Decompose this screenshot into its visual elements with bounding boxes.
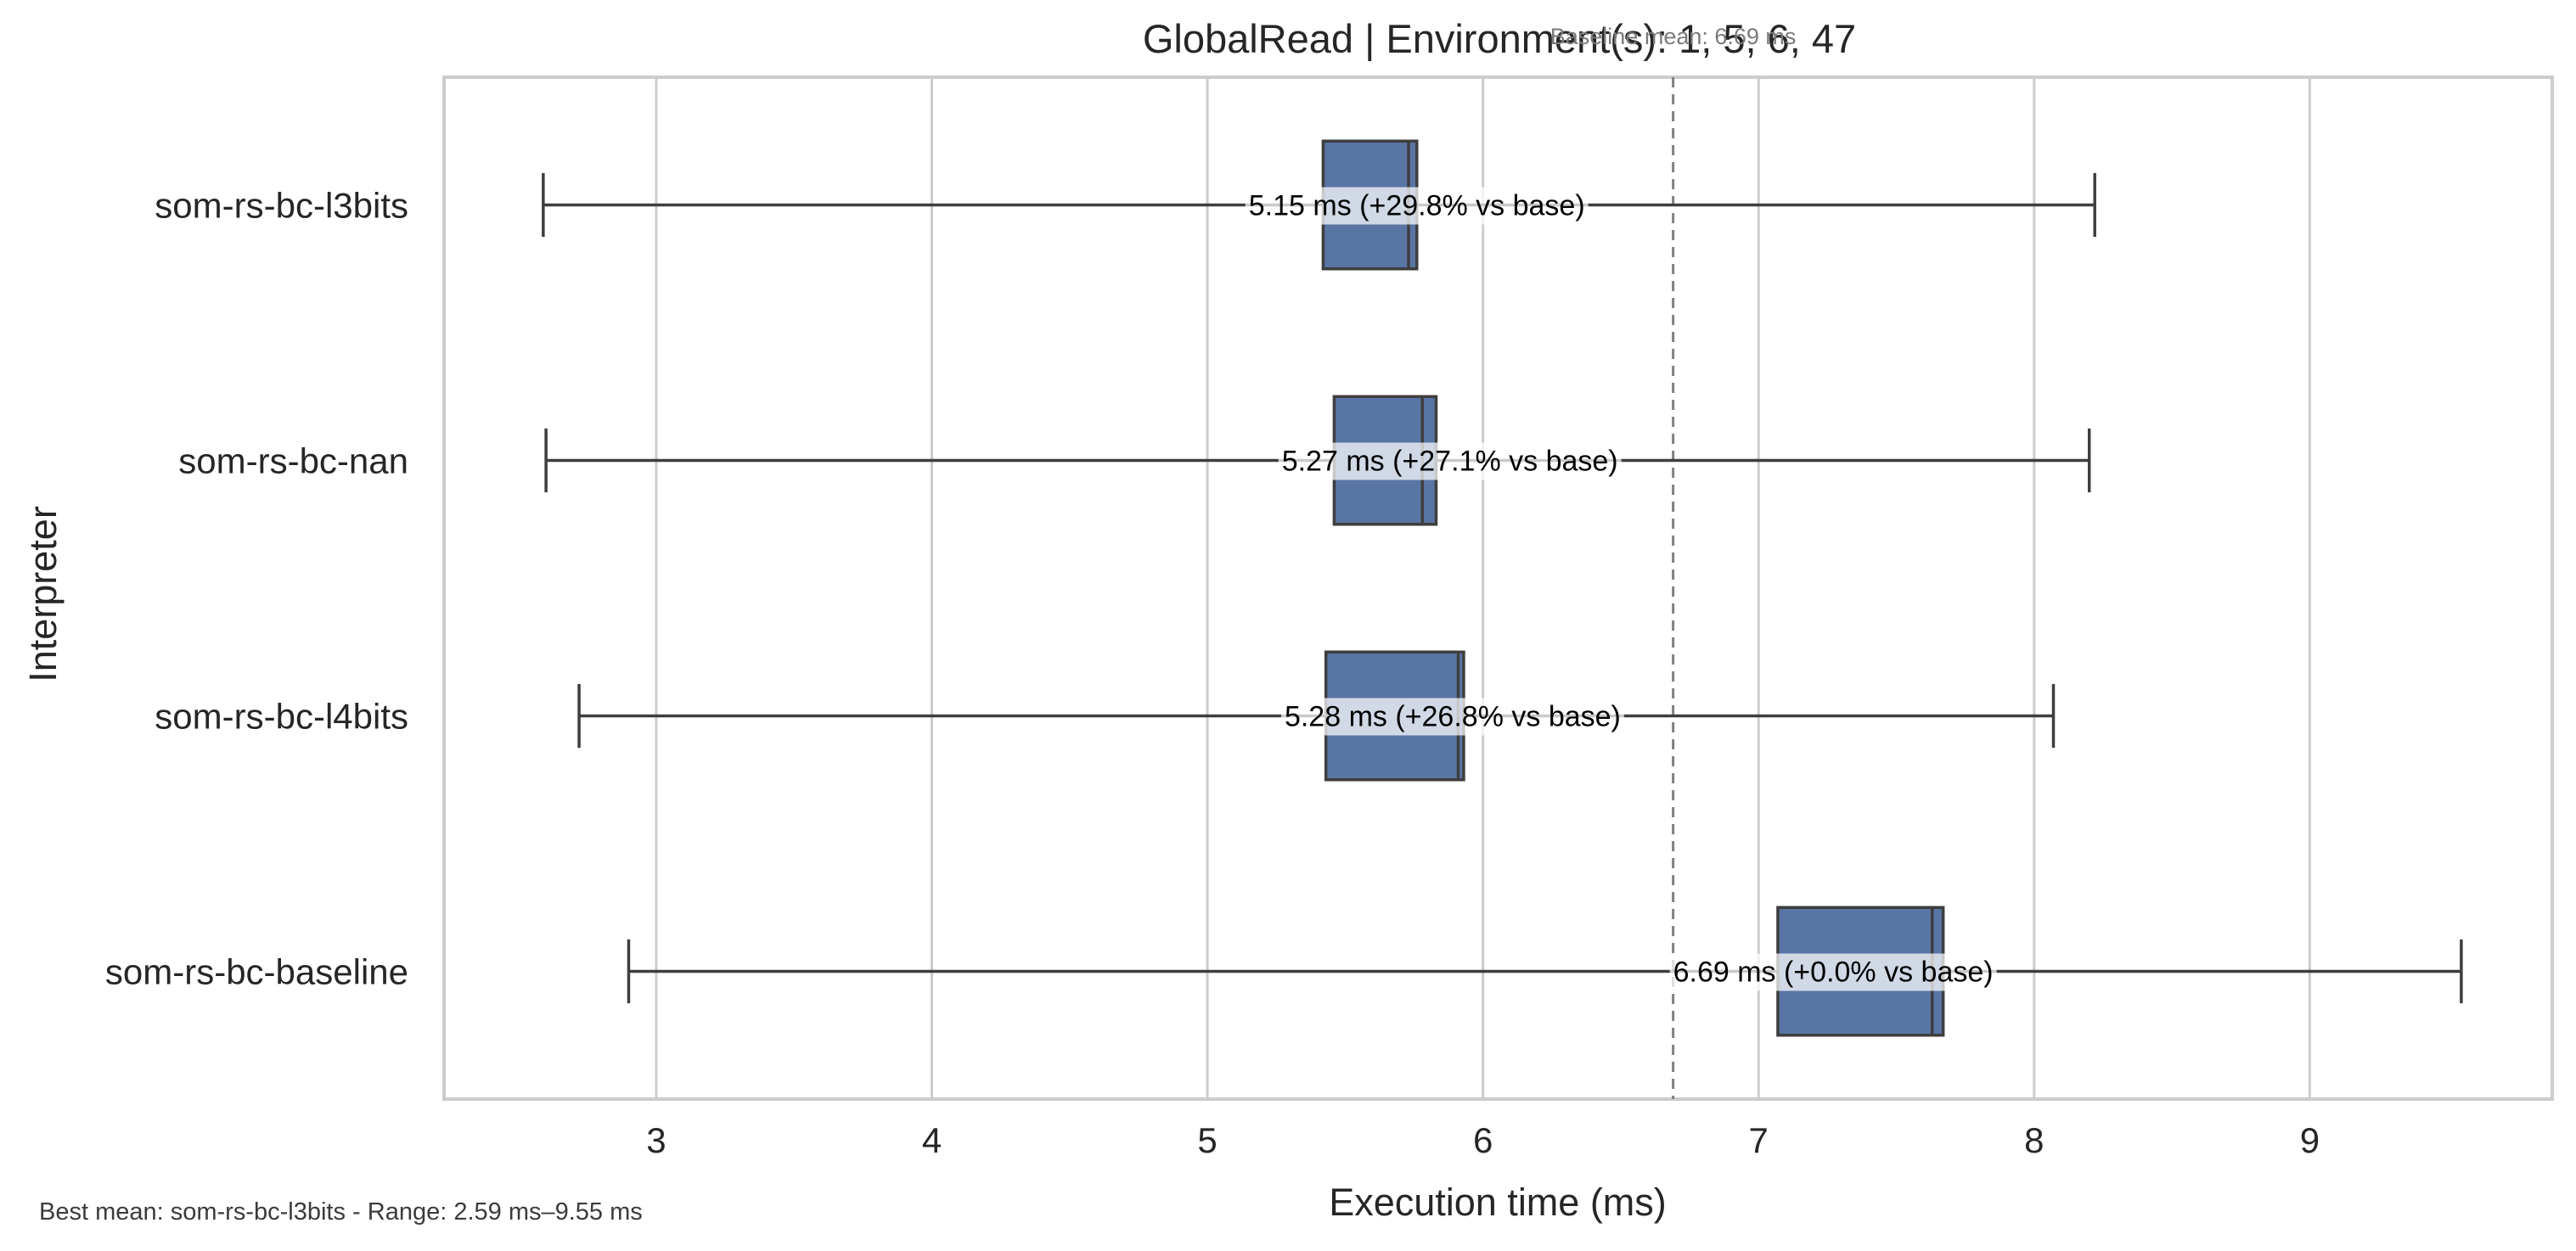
y-tick-label-som-rs-bc-baseline: som-rs-bc-baseline xyxy=(105,952,408,992)
x-tick-label-4: 4 xyxy=(922,1120,942,1160)
mean-label-som-rs-bc-baseline: 6.69 ms (+0.0% vs base) xyxy=(1673,956,1994,989)
vertical-gridlines xyxy=(655,77,2311,1099)
y-axis-ticks: som-rs-bc-l3bits som-rs-bc-nan som-rs-bc-l… xyxy=(105,186,408,992)
chart-title: GlobalRead | Environment(s): 1, 5, 6, 47 xyxy=(1143,16,1856,61)
x-axis-ticks: 3 4 5 6 7 8 9 xyxy=(646,1120,2320,1160)
mean-label-bg-som-rs-bc-l3bits xyxy=(1245,187,1589,225)
x-tick-label-9: 9 xyxy=(2300,1120,2320,1160)
baseline-marker: Baseline mean: 6.69 ms xyxy=(1550,24,1797,1099)
mean-label-bg-som-rs-bc-baseline xyxy=(1669,953,1997,991)
footer-note: Best mean: som-rs-bc-l3bits - Range: 2.5… xyxy=(39,1198,643,1226)
x-tick-label-8: 8 xyxy=(2024,1120,2044,1160)
mean-label-som-rs-bc-l4bits: 5.28 ms (+26.8% vs base) xyxy=(1285,701,1621,733)
box-som-rs-bc-l4bits: 5.28 ms (+26.8% vs base) xyxy=(577,650,2056,782)
baseline-mean-label: Baseline mean: 6.69 ms xyxy=(1550,24,1797,49)
y-tick-label-som-rs-bc-l3bits: som-rs-bc-l3bits xyxy=(155,186,408,226)
mean-label-som-rs-bc-nan: 5.27 ms (+27.1% vs base) xyxy=(1282,446,1618,478)
x-axis-label: Execution time (ms) xyxy=(1329,1181,1667,1224)
y-axis-label: Interpreter xyxy=(21,506,65,682)
mean-label-bg-som-rs-bc-l4bits xyxy=(1280,698,1624,736)
x-tick-label-3: 3 xyxy=(646,1120,666,1160)
x-tick-label-5: 5 xyxy=(1197,1120,1217,1160)
x-tick-label-6: 6 xyxy=(1473,1120,1493,1160)
box-som-rs-bc-baseline: 6.69 ms (+0.0% vs base) xyxy=(627,906,2463,1037)
y-tick-label-som-rs-bc-l4bits: som-rs-bc-l4bits xyxy=(155,697,408,737)
mean-label-som-rs-bc-l3bits: 5.15 ms (+29.8% vs base) xyxy=(1249,190,1585,222)
box-series: 5.15 ms (+29.8% vs base) 5.27 ms (+27.1% … xyxy=(542,139,2463,1037)
x-tick-label-7: 7 xyxy=(1749,1120,1769,1160)
mean-label-bg-som-rs-bc-nan xyxy=(1278,442,1622,480)
y-tick-label-som-rs-bc-nan: som-rs-bc-nan xyxy=(178,441,408,481)
box-som-rs-bc-nan: 5.27 ms (+27.1% vs base) xyxy=(544,395,2091,526)
box-som-rs-bc-l3bits: 5.15 ms (+29.8% vs base) xyxy=(542,139,2096,271)
plot-area xyxy=(442,76,2554,1101)
